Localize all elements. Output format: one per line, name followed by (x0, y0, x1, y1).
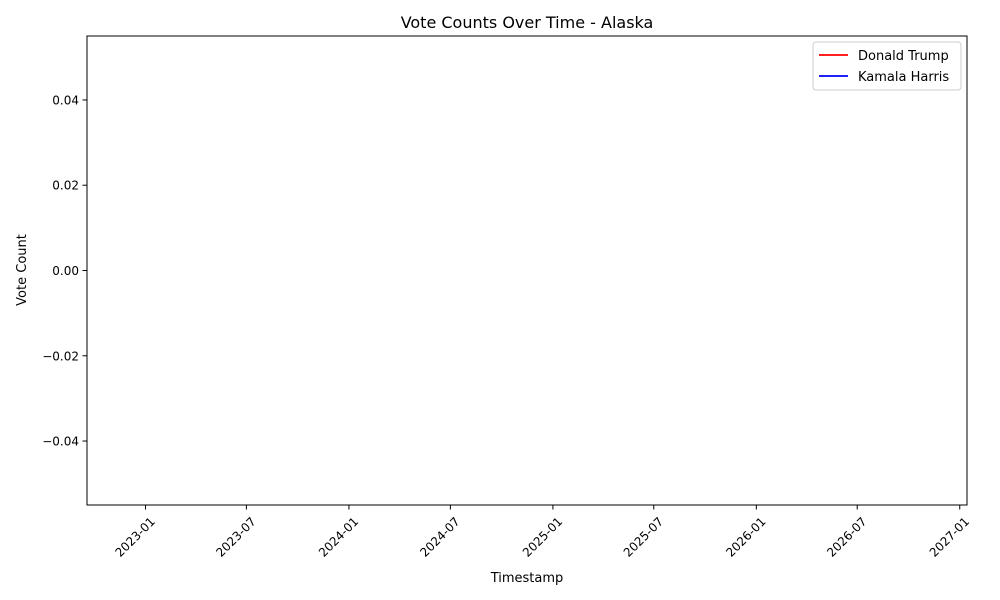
legend-label-harris: Kamala Harris (858, 70, 949, 85)
y-axis-label: Vote Count (15, 234, 30, 306)
legend-label-trump: Donald Trump (858, 49, 949, 64)
y-tick-label: 0.00 (52, 264, 79, 278)
y-tick-label: 0.02 (52, 179, 79, 193)
legend: Donald Trump Kamala Harris (812, 41, 962, 91)
y-tick-label: 0.04 (52, 93, 79, 107)
y-tick-label: −0.02 (42, 349, 79, 363)
legend-frame (812, 41, 962, 91)
plot-area-frame (86, 35, 968, 506)
chart-title: Vote Counts Over Time - Alaska (401, 13, 654, 32)
x-axis-label: Timestamp (490, 571, 564, 586)
y-axis-ticks: −0.04 −0.02 0.00 0.02 0.04 (42, 93, 87, 449)
y-tick-label: −0.04 (42, 435, 79, 449)
